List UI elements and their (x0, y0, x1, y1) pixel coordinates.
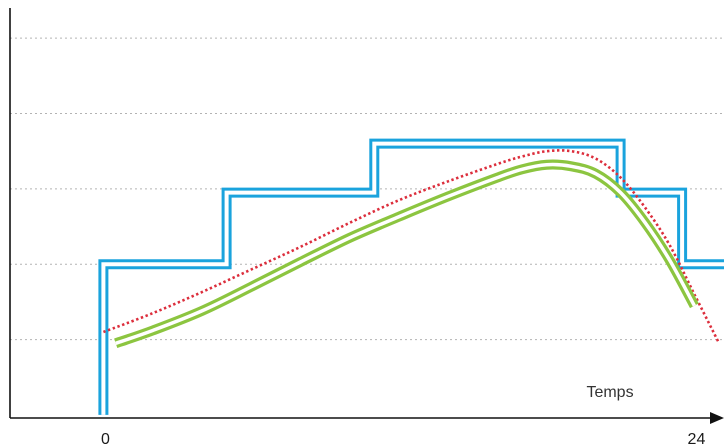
axis-labels: Temps 0 24 (101, 384, 705, 448)
step-series-gap (101, 141, 724, 415)
x-axis-label: Temps (586, 384, 633, 401)
x-axis-arrow-icon (710, 412, 724, 424)
step-series-outline (98, 138, 724, 415)
chart-series (98, 138, 724, 415)
red-dotted-curve (102, 149, 721, 344)
green-curve-outline (114, 159, 699, 349)
x-tick-label-0: 0 (101, 431, 110, 448)
x-tick-label-24: 24 (688, 431, 706, 448)
green-curve-gap (115, 162, 696, 345)
axes (9, 8, 724, 424)
